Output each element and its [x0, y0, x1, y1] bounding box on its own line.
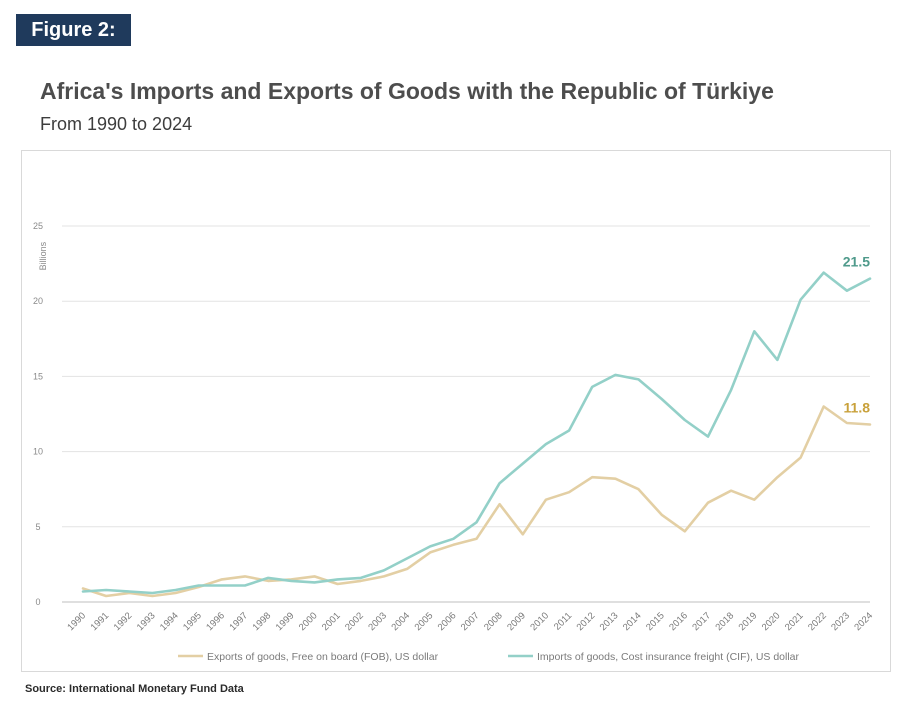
- end-value-label: 21.5: [843, 254, 870, 270]
- x-tick-label: 2019: [737, 610, 760, 633]
- legend-label: Exports of goods, Free on board (FOB), U…: [207, 651, 439, 663]
- x-tick-label: 2005: [413, 610, 436, 633]
- x-tick-label: 2022: [806, 610, 829, 633]
- chart-container: 0 5 10 15 20 25 Billions 1990 1991 1992 1993 1994 19…: [21, 150, 891, 672]
- x-tick-label: 2023: [829, 610, 852, 633]
- x-tick-label: 2021: [783, 610, 806, 633]
- x-tick-label: 1999: [274, 610, 297, 633]
- y-tick-label: 10: [33, 447, 43, 457]
- x-tick-label: 1996: [204, 610, 227, 633]
- x-tick-label: 2014: [621, 610, 644, 633]
- x-tick-label: 2016: [667, 610, 690, 633]
- x-tick-label: 2017: [690, 610, 713, 633]
- y-tick-label: 15: [33, 371, 43, 381]
- legend-label: Imports of goods, Cost insurance freight…: [537, 651, 800, 663]
- x-tick-label: 2000: [297, 610, 320, 633]
- figure-label: Figure 2:: [16, 14, 131, 46]
- x-tick-label: 2008: [482, 610, 505, 633]
- y-tick-label: 0: [35, 597, 40, 607]
- end-value-label: 11.8: [844, 400, 871, 416]
- y-tick-label: 25: [33, 221, 43, 231]
- x-tick-label: 1993: [135, 610, 158, 633]
- x-tick-label: 1990: [65, 610, 88, 633]
- x-tick-label: 2003: [366, 610, 389, 633]
- series-line-imports: [81, 271, 872, 595]
- x-tick-label: 2011: [552, 610, 574, 632]
- y-axis-title: Billions: [38, 241, 48, 270]
- x-tick-label: 1995: [181, 610, 204, 633]
- y-tick-label: 5: [35, 522, 40, 532]
- chart-title: Africa's Imports and Exports of Goods wi…: [40, 78, 774, 104]
- x-tick-label: 2010: [528, 610, 551, 633]
- x-tick-label: 1997: [227, 610, 250, 633]
- x-tick-label: 1991: [89, 610, 112, 633]
- chart-subtitle: From 1990 to 2024: [40, 114, 193, 134]
- x-tick-label: 2001: [320, 610, 343, 633]
- x-tick-label: 2009: [505, 610, 528, 633]
- x-tick-label: 2015: [644, 610, 667, 633]
- x-tick-label: 2013: [598, 610, 621, 633]
- x-tick-label: 2012: [575, 610, 598, 633]
- x-tick-label: 1998: [251, 610, 274, 633]
- x-tick-label: 2020: [760, 610, 783, 633]
- x-tick-label: 2024: [852, 610, 875, 633]
- series-line-exports: [81, 405, 872, 598]
- x-tick-label: 2004: [389, 610, 412, 633]
- x-tick-label: 2006: [436, 610, 459, 633]
- x-tick-label: 1992: [112, 610, 135, 633]
- x-tick-label: 2002: [343, 610, 366, 633]
- y-tick-label: 20: [33, 296, 43, 306]
- source-note: Source: International Monetary Fund Data: [25, 683, 244, 695]
- x-tick-label: 2018: [714, 610, 737, 633]
- x-tick-label: 2007: [459, 610, 482, 633]
- x-tick-label: 1994: [158, 610, 181, 633]
